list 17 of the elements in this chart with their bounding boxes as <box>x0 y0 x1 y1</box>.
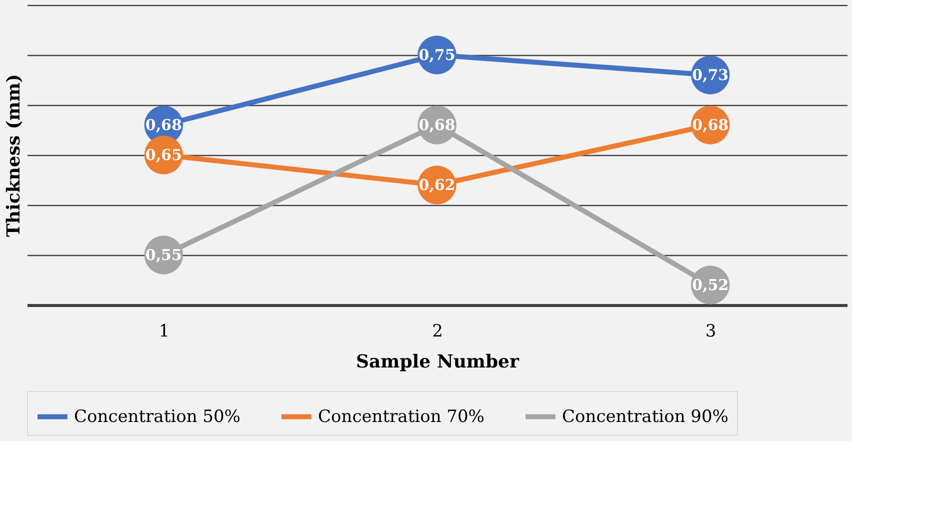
data-label: 0,73 <box>692 66 729 84</box>
data-label: 0,55 <box>145 246 182 264</box>
x-axis-title: Sample Number <box>356 352 520 372</box>
data-label: 0,68 <box>145 116 182 134</box>
data-label: 0,65 <box>145 146 182 164</box>
data-label: 0,68 <box>692 116 729 134</box>
x-tick-label: 2 <box>432 322 443 342</box>
x-tick-label: 1 <box>158 322 170 342</box>
legend-label: Concentration 90% <box>562 406 728 427</box>
y-axis-title: Thickness (mm) <box>4 74 24 237</box>
data-label: 0,52 <box>692 276 729 294</box>
legend-label: Concentration 50% <box>74 406 240 427</box>
x-tick-label: 3 <box>705 322 716 342</box>
data-label: 0,62 <box>418 176 456 194</box>
data-label: 0,75 <box>418 46 456 64</box>
data-label: 0,68 <box>418 116 456 134</box>
legend-label: Concentration 70% <box>318 406 484 427</box>
